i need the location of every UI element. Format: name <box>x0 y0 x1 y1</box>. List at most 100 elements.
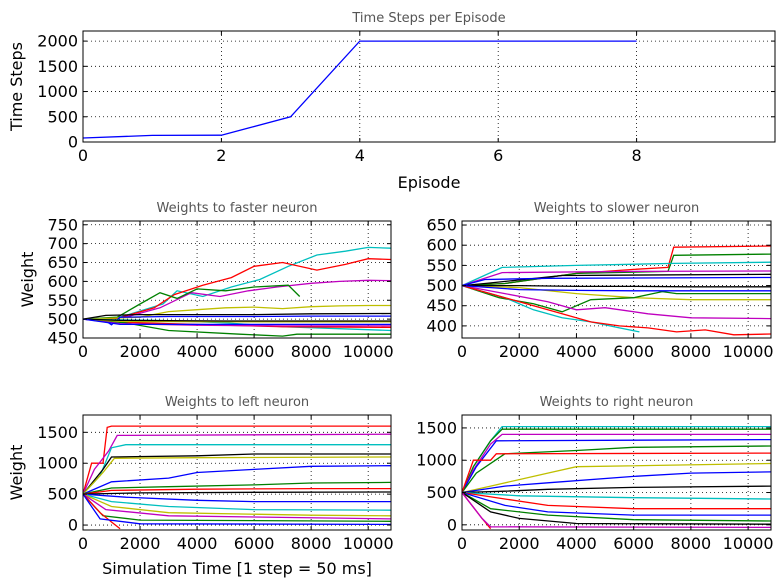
y-tick-label: 500 <box>426 276 457 295</box>
y-tick-label: 500 <box>47 310 78 329</box>
x-tick-label: 0 <box>78 146 88 165</box>
x-tick-label: 6000 <box>234 534 275 553</box>
x-tick-label: 8000 <box>291 342 332 361</box>
x-tick-label: 10000 <box>343 534 394 553</box>
chart-faster: 0 2000 4000 6000 8000 10000 450500550600650700… <box>18 201 394 361</box>
chart-left: 0 2000 4000 6000 8000 10000 0 500 1000 1500 Weight… <box>7 395 394 578</box>
series-line-3 <box>83 279 391 320</box>
plot-frame <box>82 220 392 339</box>
x-tick-label: 6 <box>493 146 503 165</box>
x-tick-label: 8000 <box>291 534 332 553</box>
series-line-5 <box>462 273 771 287</box>
chart-title: Weights to slower neuron <box>534 201 700 216</box>
x-tick-label: 4 <box>355 146 365 165</box>
series-line-4 <box>462 270 771 287</box>
series-line-6 <box>462 452 771 493</box>
y-axis-label: Weight <box>7 445 26 501</box>
x-tick-label: 6000 <box>234 342 275 361</box>
y-tick-label: 600 <box>47 272 78 291</box>
y-tick-label: 1000 <box>37 454 78 473</box>
plot-frame <box>82 414 392 531</box>
series-line-11 <box>83 493 391 511</box>
series-line-7 <box>83 481 391 495</box>
series-line-13 <box>462 284 771 292</box>
series-line-13 <box>83 318 391 322</box>
x-tick-label: 2000 <box>499 534 540 553</box>
x-axis-label: Simulation Time [1 step = 50 ms] <box>102 559 372 578</box>
x-tick-label: 6000 <box>613 534 654 553</box>
y-tick-label: 600 <box>426 236 457 255</box>
series-line-3 <box>462 433 771 493</box>
series-line-11 <box>462 284 771 336</box>
series-line-2 <box>462 253 771 287</box>
series-line-5 <box>462 445 771 493</box>
series-line-4 <box>83 284 301 320</box>
series-line-5 <box>83 304 391 320</box>
series-line-9 <box>83 491 391 495</box>
series-line-3 <box>462 261 771 287</box>
series-group <box>83 246 391 337</box>
y-axis-label: Weight <box>18 252 37 308</box>
chart-title: Weights to right neuron <box>540 395 694 410</box>
chart-title: Weights to faster neuron <box>157 201 318 216</box>
x-tick-label: 8000 <box>671 342 712 361</box>
y-tick-label: 1000 <box>37 82 78 101</box>
y-tick-label: 500 <box>426 483 457 502</box>
y-tick-label: 400 <box>426 316 457 335</box>
series-line-2 <box>83 433 391 495</box>
series-line-6 <box>83 465 391 495</box>
x-tick-label: 10000 <box>723 534 774 553</box>
series-line-15 <box>83 493 121 530</box>
y-tick-label: 2000 <box>37 32 78 51</box>
y-tick-label: 1500 <box>37 423 78 442</box>
series-line-2 <box>83 258 391 320</box>
y-axis-label: Time Steps <box>7 42 26 132</box>
plot-frame <box>82 30 776 143</box>
y-tick-label: 1000 <box>416 451 457 470</box>
series-line-6 <box>83 312 391 320</box>
y-tick-label: 500 <box>47 485 78 504</box>
y-tick-label: 550 <box>426 256 457 275</box>
series-line-1 <box>83 40 637 139</box>
y-tick-label: 450 <box>426 296 457 315</box>
series-group <box>83 425 391 530</box>
x-tick-label: 8 <box>632 146 642 165</box>
series-line-8 <box>462 471 771 494</box>
y-tick-label: 750 <box>47 215 78 234</box>
x-tick-label: 10000 <box>343 342 394 361</box>
y-tick-label: 1500 <box>37 57 78 76</box>
chart-right: 0 2000 4000 6000 8000 10000 0 500 1000 1500 Weight… <box>416 395 773 553</box>
y-tick-label: 550 <box>47 291 78 310</box>
x-tick-label: 4000 <box>177 342 218 361</box>
series-line-13 <box>83 493 391 520</box>
series-group <box>462 425 771 530</box>
x-tick-label: 10000 <box>723 342 774 361</box>
series-line-12 <box>462 491 771 516</box>
x-tick-label: 6000 <box>613 342 654 361</box>
x-tick-label: 0 <box>78 342 88 361</box>
x-tick-label: 8000 <box>671 534 712 553</box>
x-tick-label: 4000 <box>177 534 218 553</box>
series-line-12 <box>462 284 771 288</box>
y-tick-label: 700 <box>47 234 78 253</box>
x-tick-label: 4000 <box>556 534 597 553</box>
series-line-10 <box>83 493 391 503</box>
series-line-14 <box>462 491 771 525</box>
series-line-16 <box>83 493 391 526</box>
y-tick-label: 650 <box>47 253 78 272</box>
y-tick-label: 450 <box>47 329 78 348</box>
series-line-11 <box>462 491 771 510</box>
series-line-16 <box>462 492 771 529</box>
series-line-14 <box>83 318 391 326</box>
x-tick-label: 0 <box>78 534 88 553</box>
series-line-7 <box>462 462 771 494</box>
series-line-9 <box>462 284 771 320</box>
chart-title: Time Steps per Episode <box>351 11 505 26</box>
series-group <box>462 245 771 336</box>
chart-title: Weights to left neuron <box>165 395 309 410</box>
series-line-4 <box>83 453 391 495</box>
plot-frame <box>461 220 772 339</box>
y-tick-label: 0 <box>68 133 78 152</box>
x-axis-label: Episode <box>398 173 461 192</box>
series-line-2 <box>462 428 771 493</box>
